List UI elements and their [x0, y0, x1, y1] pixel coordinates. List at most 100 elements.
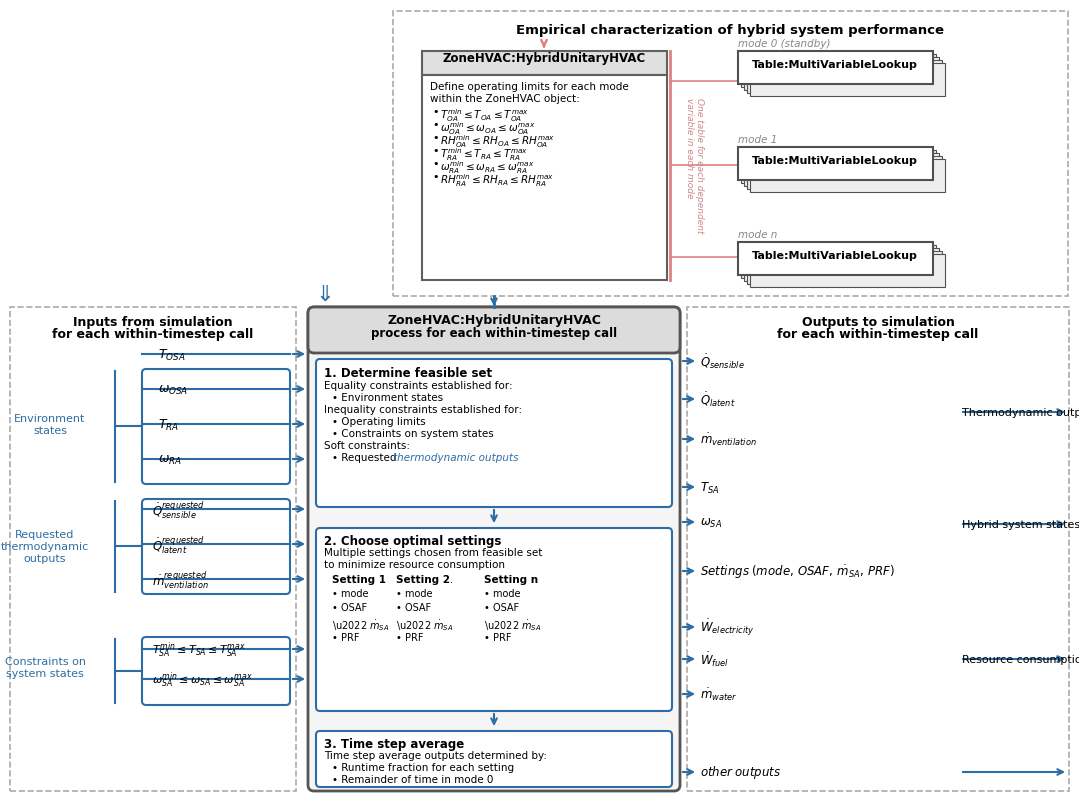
Bar: [750, 64, 945, 97]
Bar: [750, 255, 945, 287]
FancyBboxPatch shape: [142, 638, 290, 705]
Bar: [741, 55, 935, 88]
Text: • PRF: • PRF: [396, 632, 423, 642]
Text: •: •: [432, 172, 438, 181]
Text: ⇓: ⇓: [316, 284, 334, 304]
Text: •: •: [432, 120, 438, 130]
Text: $T_{OA}^{min} \leq T_{OA} \leq T_{OA}^{max}$: $T_{OA}^{min} \leq T_{OA} \leq T_{OA}^{m…: [440, 107, 529, 124]
Text: Soft constraints:: Soft constraints:: [324, 441, 410, 450]
Text: for each within-timestep call: for each within-timestep call: [777, 328, 979, 340]
Text: • PRF: • PRF: [332, 632, 359, 642]
Text: ZoneHVAC:HybridUnitaryHVAC: ZoneHVAC:HybridUnitaryHVAC: [387, 314, 601, 327]
Text: • mode: • mode: [396, 589, 433, 598]
Text: Empirical characterization of hybrid system performance: Empirical characterization of hybrid sys…: [516, 24, 944, 37]
Text: $T_{OSA}$: $T_{OSA}$: [158, 347, 186, 362]
Bar: [747, 251, 942, 284]
Text: Multiple settings chosen from feasible set: Multiple settings chosen from feasible s…: [324, 548, 543, 557]
Bar: [738, 243, 933, 275]
Text: \u2022 $\dot{m}_{SA}$: \u2022 $\dot{m}_{SA}$: [396, 618, 453, 632]
Bar: [745, 154, 939, 187]
Text: •: •: [432, 107, 438, 117]
Text: Table:MultiVariableLookup: Table:MultiVariableLookup: [752, 60, 918, 70]
Text: • Requested: • Requested: [332, 452, 399, 463]
Text: • mode: • mode: [484, 589, 520, 598]
Text: $\dot{Q}_{latent}$: $\dot{Q}_{latent}$: [700, 390, 736, 409]
Text: Resource consumption: Resource consumption: [962, 654, 1079, 664]
Text: \u2022 $\dot{m}_{SA}$: \u2022 $\dot{m}_{SA}$: [332, 618, 390, 632]
Text: $other\;outputs$: $other\;outputs$: [700, 764, 781, 781]
Text: ZoneHVAC:HybridUnitaryHVAC: ZoneHVAC:HybridUnitaryHVAC: [442, 52, 645, 65]
Bar: [747, 157, 942, 190]
Text: Requested
thermodynamic
outputs: Requested thermodynamic outputs: [1, 530, 90, 563]
Text: Table:MultiVariableLookup: Table:MultiVariableLookup: [752, 251, 918, 261]
Text: to minimize resource consumption: to minimize resource consumption: [324, 560, 505, 569]
Text: 3. Time step average: 3. Time step average: [324, 737, 464, 750]
Bar: [747, 61, 942, 94]
Bar: [422, 76, 667, 281]
Text: $\omega_{SA}^{min} \leq \omega_{SA} \leq \omega_{SA}^{max}$: $\omega_{SA}^{min} \leq \omega_{SA} \leq…: [152, 670, 252, 689]
Text: $\dot{m}_{ventilation}^{requested}$: $\dot{m}_{ventilation}^{requested}$: [152, 569, 208, 590]
Text: • Operating limits: • Operating limits: [332, 417, 425, 426]
Bar: [745, 58, 939, 91]
Text: process for each within-timestep call: process for each within-timestep call: [371, 327, 617, 340]
Text: • Remainder of time in mode 0: • Remainder of time in mode 0: [332, 774, 493, 784]
Text: $\dot{Q}_{sensible}$: $\dot{Q}_{sensible}$: [700, 353, 745, 371]
Text: $RH_{OA}^{min} \leq RH_{OA} \leq RH_{OA}^{max}$: $RH_{OA}^{min} \leq RH_{OA} \leq RH_{OA}…: [440, 132, 555, 149]
Text: $Settings\;(mode,\,OSAF,\,\dot{m}_{SA},\,PRF)$: $Settings\;(mode,\,OSAF,\,\dot{m}_{SA},\…: [700, 563, 894, 580]
Text: $T_{RA}^{min} \leq T_{RA} \leq T_{RA}^{max}$: $T_{RA}^{min} \leq T_{RA} \leq T_{RA}^{m…: [440, 146, 529, 162]
Text: $T_{SA}^{min} \leq T_{SA} \leq T_{SA}^{max}$: $T_{SA}^{min} \leq T_{SA} \leq T_{SA}^{m…: [152, 639, 246, 659]
Text: $\omega_{SA}$: $\omega_{SA}$: [700, 516, 722, 529]
Text: Time step average outputs determined by:: Time step average outputs determined by:: [324, 750, 547, 760]
Text: Table:MultiVariableLookup: Table:MultiVariableLookup: [752, 156, 918, 165]
Text: 1. Determine feasible set: 1. Determine feasible set: [324, 366, 492, 380]
Text: • mode: • mode: [332, 589, 369, 598]
Bar: [750, 160, 945, 193]
Text: • Environment states: • Environment states: [332, 393, 443, 402]
Bar: [687, 308, 1069, 791]
Text: •: •: [432, 132, 438, 143]
Text: mode 0 (standby): mode 0 (standby): [738, 39, 831, 49]
Text: $\omega_{RA}$: $\omega_{RA}$: [158, 453, 182, 466]
Text: $\omega_{OSA}$: $\omega_{OSA}$: [158, 383, 189, 396]
Text: ...: ...: [443, 574, 454, 585]
Text: • Runtime fraction for each setting: • Runtime fraction for each setting: [332, 762, 514, 772]
Text: •: •: [432, 159, 438, 169]
Bar: [745, 249, 939, 282]
FancyBboxPatch shape: [308, 308, 680, 791]
Text: • OSAF: • OSAF: [332, 602, 367, 612]
Text: One table for each dependent
variable in each mode: One table for each dependent variable in…: [685, 98, 705, 234]
Text: $T_{RA}$: $T_{RA}$: [158, 417, 179, 432]
Bar: [738, 52, 933, 85]
Bar: [741, 246, 935, 279]
Text: thermodynamic outputs: thermodynamic outputs: [393, 452, 519, 463]
Text: $\omega_{OA}^{min} \leq \omega_{OA} \leq \omega_{OA}^{max}$: $\omega_{OA}^{min} \leq \omega_{OA} \leq…: [440, 120, 535, 137]
FancyBboxPatch shape: [316, 731, 672, 787]
Text: $\dot{m}_{water}$: $\dot{m}_{water}$: [700, 686, 737, 703]
Text: Inputs from simulation: Inputs from simulation: [73, 316, 233, 328]
FancyBboxPatch shape: [316, 528, 672, 711]
Text: for each within-timestep call: for each within-timestep call: [53, 328, 254, 340]
Text: Thermodynamic outputs: Thermodynamic outputs: [962, 407, 1079, 418]
Text: Environment
states: Environment states: [14, 414, 85, 435]
Text: • OSAF: • OSAF: [396, 602, 432, 612]
Bar: [738, 148, 933, 181]
Text: $\dot{W}_{electricity}$: $\dot{W}_{electricity}$: [700, 617, 754, 638]
Text: $\dot{m}_{ventilation}$: $\dot{m}_{ventilation}$: [700, 431, 756, 448]
FancyBboxPatch shape: [142, 499, 290, 594]
Text: $RH_{RA}^{min} \leq RH_{RA} \leq RH_{RA}^{max}$: $RH_{RA}^{min} \leq RH_{RA} \leq RH_{RA}…: [440, 172, 555, 189]
Bar: [422, 52, 667, 76]
Text: Outputs to simulation: Outputs to simulation: [802, 316, 955, 328]
Text: 2. Choose optimal settings: 2. Choose optimal settings: [324, 534, 502, 548]
Text: $\dot{Q}_{latent}^{requested}$: $\dot{Q}_{latent}^{requested}$: [152, 533, 205, 555]
Text: • PRF: • PRF: [484, 632, 511, 642]
Text: Define operating limits for each mode: Define operating limits for each mode: [431, 82, 629, 92]
Text: Hybrid system states: Hybrid system states: [962, 520, 1079, 529]
FancyBboxPatch shape: [308, 308, 680, 353]
Text: •: •: [432, 146, 438, 156]
Text: Constraints on
system states: Constraints on system states: [4, 656, 85, 678]
Text: $\omega_{RA}^{min} \leq \omega_{RA} \leq \omega_{RA}^{max}$: $\omega_{RA}^{min} \leq \omega_{RA} \leq…: [440, 159, 535, 176]
Text: $\dot{W}_{fuel}$: $\dot{W}_{fuel}$: [700, 650, 729, 668]
Text: $\dot{Q}_{sensible}^{requested}$: $\dot{Q}_{sensible}^{requested}$: [152, 499, 205, 520]
Text: Setting 1: Setting 1: [332, 574, 386, 585]
Bar: [10, 308, 296, 791]
